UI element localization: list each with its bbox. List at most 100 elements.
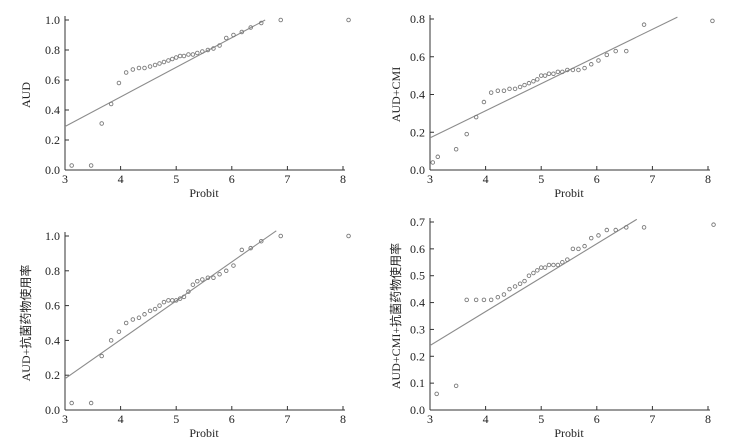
- data-point: [123, 320, 129, 326]
- fit-line: [430, 16, 678, 139]
- data-point: [555, 69, 561, 75]
- data-point: [239, 29, 245, 35]
- data-point: [130, 67, 136, 72]
- y-tick-label: 0.4: [410, 296, 425, 310]
- data-point: [166, 298, 171, 303]
- y-tick-label: 0.0: [410, 163, 425, 177]
- data-point: [430, 160, 436, 165]
- data-point: [711, 222, 716, 227]
- x-axis-label: Probit: [554, 186, 584, 200]
- data-point: [205, 275, 211, 281]
- panel-aud: 3 4 5 6 7 8 0.0 0.2 0.4 0.6 0.8 1.0 Probit AUD: [19, 13, 351, 200]
- x-tick-label: 4: [118, 172, 124, 186]
- y-tick-label: 0.6: [410, 50, 425, 64]
- data-point: [570, 246, 576, 252]
- data-point: [211, 275, 216, 281]
- data-point: [116, 329, 122, 334]
- data-point: [542, 265, 548, 270]
- data-point: [99, 353, 104, 359]
- data-point: [190, 52, 196, 57]
- data-point: [190, 282, 196, 287]
- x-tick-label: 8: [705, 172, 711, 186]
- y-tick-label: 1.0: [45, 13, 60, 27]
- data-point: [142, 312, 147, 317]
- data-point: [231, 263, 236, 268]
- data-point: [512, 86, 518, 92]
- data-point: [173, 298, 179, 303]
- data-point: [152, 306, 158, 312]
- data-point: [147, 64, 153, 69]
- data-point: [147, 308, 153, 314]
- data-point: [464, 297, 469, 303]
- data-point: [453, 146, 459, 152]
- fit-line: [430, 218, 638, 347]
- data-point: [495, 88, 501, 93]
- data-point: [195, 278, 200, 284]
- data-point: [565, 257, 570, 262]
- data-point: [116, 80, 122, 86]
- data-point: [588, 235, 594, 241]
- y-tick-label: 0.8: [410, 12, 425, 26]
- data-point: [248, 245, 253, 251]
- data-point: [166, 58, 171, 63]
- data-point: [535, 77, 540, 82]
- data-point: [522, 82, 527, 88]
- data-point: [531, 79, 536, 84]
- data-point: [123, 70, 129, 75]
- data-point: [560, 69, 565, 75]
- x-tick-label: 3: [62, 412, 68, 426]
- x-tick-label: 8: [705, 412, 711, 426]
- y-axis-label: AUD: [19, 82, 33, 108]
- x-axis-label: Probit: [554, 426, 584, 440]
- data-point: [604, 52, 610, 58]
- data-point: [641, 22, 647, 27]
- x-tick-label: 5: [538, 412, 544, 426]
- x-tick-label: 3: [62, 172, 68, 186]
- data-point: [613, 48, 618, 54]
- data-point: [177, 296, 183, 301]
- data-point: [181, 294, 187, 300]
- data-point: [488, 297, 494, 303]
- data-point: [507, 286, 512, 292]
- data-point: [88, 400, 94, 406]
- data-point: [624, 225, 629, 230]
- data-point: [473, 297, 479, 303]
- data-point: [560, 260, 565, 265]
- y-axis-label: AUD+CMI+抗菌药物使用率: [388, 243, 403, 389]
- data-point: [576, 67, 581, 73]
- data-point: [434, 391, 439, 397]
- data-point: [88, 163, 94, 168]
- data-point: [157, 303, 162, 308]
- y-tick-label: 0.2: [45, 133, 60, 147]
- data-point: [142, 65, 147, 71]
- data-point: [613, 227, 618, 233]
- x-tick-label: 6: [594, 172, 600, 186]
- fit-line: [65, 230, 277, 380]
- x-tick-label: 7: [284, 412, 290, 426]
- data-point: [177, 53, 183, 59]
- panel-aud-cmi-antibiotic-rate: 3 4 5 6 7 8 0.0 0.1 0.2 0.3 0.4 0.5 0.6 0.7 Probit AUD+…: [388, 215, 716, 440]
- data-point: [278, 17, 283, 23]
- y-tick-label: 0.1: [410, 376, 425, 390]
- data-point: [170, 56, 175, 62]
- x-axis-label: Probit: [189, 186, 219, 200]
- data-point: [542, 73, 548, 78]
- data-point: [69, 163, 74, 168]
- data-point: [130, 317, 136, 322]
- data-point: [538, 265, 544, 270]
- data-point: [99, 121, 104, 126]
- data-point: [161, 59, 167, 65]
- x-tick-label: 5: [173, 172, 179, 186]
- panel-aud-antibiotic-rate: 3 4 5 6 7 8 0.0 0.2 0.4 0.6 0.8 1.0 Probit AUD+抗菌药物使用…: [18, 229, 351, 440]
- data-point: [259, 238, 264, 244]
- data-point: [501, 88, 507, 93]
- data-point: [570, 67, 576, 73]
- data-point: [517, 84, 523, 90]
- data-point: [195, 50, 200, 56]
- y-tick-label: 0.0: [45, 163, 60, 177]
- y-tick-label: 0.7: [410, 215, 425, 229]
- y-tick-label: 0.0: [45, 403, 60, 417]
- data-point: [576, 246, 581, 252]
- y-tick-label: 1.0: [45, 229, 60, 243]
